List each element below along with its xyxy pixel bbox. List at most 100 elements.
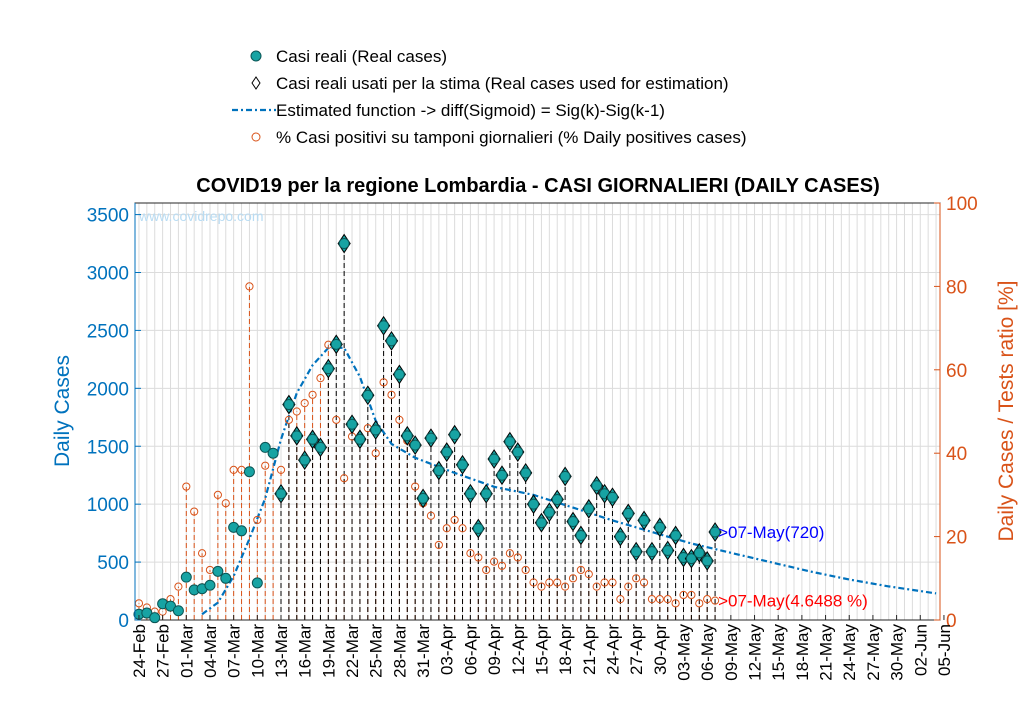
point-positives xyxy=(371,449,380,458)
point-positives xyxy=(182,482,191,491)
x-tick-label: 30-Apr xyxy=(651,624,670,675)
point-real-case xyxy=(457,459,469,471)
x-tick-label: 04-Mar xyxy=(201,624,220,678)
x-tick-label: 19-Mar xyxy=(319,624,338,678)
y-axis-label-right: Daily Cases / Tests ratio [%] xyxy=(995,280,1018,541)
x-tick-label: 27-May xyxy=(864,624,883,681)
point-real-case xyxy=(409,439,421,451)
point-positives xyxy=(442,524,451,533)
y-tick-label-left: 500 xyxy=(97,553,129,574)
x-tick-label: 10-Mar xyxy=(248,624,267,678)
point-positives xyxy=(426,511,436,520)
x-tick-label: 18-May xyxy=(793,624,812,681)
x-tick-label: 18-Apr xyxy=(556,624,575,675)
y-tick-label-right: 60 xyxy=(946,361,967,382)
point-real-case xyxy=(204,579,216,591)
y-tick-label-right: 100 xyxy=(946,194,978,215)
point-real-case xyxy=(504,436,516,448)
x-tick-label: 28-Mar xyxy=(390,624,409,678)
x-tick-label: 24-Feb xyxy=(130,624,149,678)
point-real-case xyxy=(354,433,366,445)
x-tick-label: 24-Apr xyxy=(603,624,622,675)
x-tick-label: 16-Mar xyxy=(296,624,315,678)
legend-label: % Casi positivi su tamponi giornalieri (… xyxy=(276,128,747,147)
x-tick-label: 25-Mar xyxy=(367,624,386,678)
x-tick-label: 07-Mar xyxy=(225,624,244,678)
point-positives xyxy=(174,582,183,591)
y-tick-label-right: 80 xyxy=(946,277,967,298)
point-real-case xyxy=(362,389,374,401)
point-real-case xyxy=(370,424,382,436)
point-real-case xyxy=(512,446,524,458)
y-tick-label-left: 0 xyxy=(118,611,129,632)
chart-marks xyxy=(133,233,937,624)
point-real-case xyxy=(693,547,705,559)
point-positives xyxy=(639,578,649,587)
point-real-case xyxy=(330,338,342,350)
x-tick-label: 01-Mar xyxy=(177,624,196,678)
point-real-case xyxy=(251,577,263,589)
point-real-case xyxy=(259,441,271,453)
point-positives xyxy=(458,524,467,533)
x-tick-label: 09-Apr xyxy=(485,624,504,675)
legend-marker-positives xyxy=(251,132,261,142)
point-positives xyxy=(482,565,491,575)
point-real-case xyxy=(291,430,303,442)
chart-grid xyxy=(135,203,940,621)
x-tick-label: 12-May xyxy=(746,624,765,681)
x-tick-label: 30-May xyxy=(888,624,907,681)
point-real-case xyxy=(346,418,358,430)
series-line-estimation xyxy=(201,346,937,616)
legend-label: Casi reali (Real cases) xyxy=(276,47,447,66)
point-real-case xyxy=(591,480,603,492)
point-positives xyxy=(703,595,712,604)
point-real-case xyxy=(236,525,248,537)
point-real-case xyxy=(401,430,413,442)
point-positives xyxy=(190,507,199,516)
x-tick-label: 06-Apr xyxy=(461,624,480,675)
point-real-case xyxy=(433,465,445,477)
point-positives xyxy=(616,595,625,604)
point-positives xyxy=(505,549,514,558)
point-real-case xyxy=(551,494,563,506)
point-positives xyxy=(553,578,562,587)
y-tick-label-right: 40 xyxy=(946,444,967,465)
plot-area-frame xyxy=(134,202,941,621)
point-real-case xyxy=(441,446,453,458)
x-tick-label: 31-Mar xyxy=(414,624,433,678)
point-real-case xyxy=(480,488,492,500)
point-positives xyxy=(663,595,672,604)
point-positives xyxy=(213,490,222,499)
x-tick-label: 09-May xyxy=(722,624,741,681)
point-positives xyxy=(513,553,522,562)
point-real-case xyxy=(543,506,555,518)
point-positives xyxy=(655,595,664,604)
annotation-last-percent: >07-May(4.6488 %) xyxy=(718,592,868,611)
y-tick-label-left: 1500 xyxy=(87,437,129,458)
point-real-case xyxy=(646,546,658,558)
point-positives xyxy=(608,578,617,587)
point-real-case xyxy=(614,531,626,543)
point-positives xyxy=(584,570,593,579)
y-tick-label-left: 2500 xyxy=(87,321,129,342)
point-real-case xyxy=(378,320,390,332)
point-positives xyxy=(710,596,720,605)
point-positives xyxy=(600,578,609,587)
chart-title: COVID19 per la regione Lombardia - CASI … xyxy=(196,175,879,197)
point-positives xyxy=(624,582,633,591)
x-tick-label: 24-May xyxy=(840,624,859,681)
point-positives xyxy=(537,582,546,591)
point-positives xyxy=(529,578,538,587)
point-positives xyxy=(340,474,349,483)
point-positives xyxy=(592,582,601,591)
x-tick-label: 21-Apr xyxy=(580,624,599,675)
point-positives xyxy=(284,415,293,424)
y-tick-label-left: 1000 xyxy=(87,495,129,516)
point-real-case xyxy=(622,507,634,519)
point-positives xyxy=(632,574,641,583)
point-positives xyxy=(576,565,586,575)
point-positives xyxy=(521,565,530,575)
point-real-case xyxy=(338,238,350,250)
x-tick-label: 03-May xyxy=(675,624,694,681)
point-real-case xyxy=(701,555,713,567)
